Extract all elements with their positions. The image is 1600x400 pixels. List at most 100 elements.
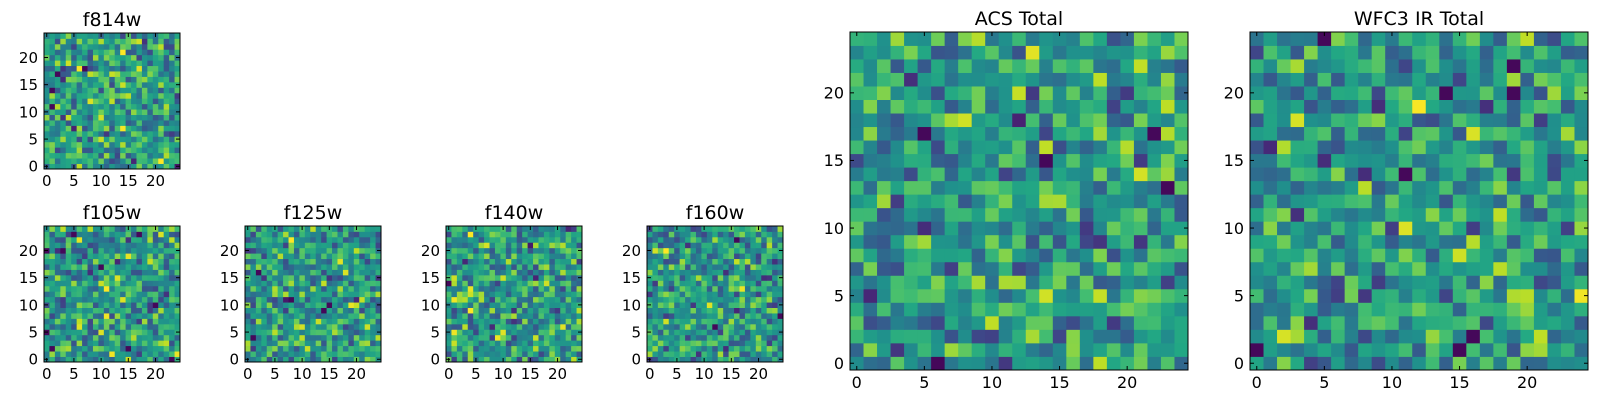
heatmap-cell [76,98,83,105]
heatmap-cell [1371,194,1386,209]
heatmap-cell [1439,302,1454,317]
heatmap-cell [54,231,61,238]
heatmap-cell [299,340,306,347]
heatmap-cell [998,59,1013,73]
heatmap-cell [772,334,778,341]
heatmap-cell [158,33,165,39]
heatmap-cell [998,302,1013,317]
heatmap-cell [321,313,327,319]
heatmap-cell [739,285,746,292]
heatmap-cell [49,291,56,298]
heatmap-cell [1398,194,1413,209]
heatmap-cell [533,258,539,265]
heatmap-cell [462,226,469,232]
heatmap-cell [931,113,946,128]
heatmap-cell [1066,45,1081,60]
heatmap-cell [1493,59,1508,73]
heatmap-cell [272,345,279,352]
heatmap-cell [272,242,279,249]
heatmap-cell [668,274,675,281]
heatmap-cell [958,315,973,330]
heatmap-cell [1506,32,1521,46]
heatmap-cell [478,351,485,357]
heatmap-cell [494,318,501,325]
heatmap-cell [576,340,583,347]
heatmap-cell [60,92,67,99]
heatmap-cell [717,226,724,232]
heatmap-cell [299,269,306,276]
heatmap-cell [850,248,864,263]
heatmap-cell [706,302,713,308]
heatmap-cell [103,141,110,148]
x-tick-label: 15 [521,365,540,383]
heatmap-cell [1493,302,1508,317]
heatmap-cell [109,329,116,336]
heatmap-cell [1331,342,1346,357]
heatmap-cell [863,302,878,317]
heatmap-cell [538,247,545,254]
heatmap-cell [723,236,729,243]
heatmap-cell [103,356,110,363]
heatmap-cell [739,302,746,308]
heatmap-cell [141,33,148,39]
heatmap-cell [998,167,1013,182]
heatmap-cell [120,258,126,265]
heatmap-cell [451,226,458,232]
heatmap-cell [647,323,653,330]
heatmap-cell [337,345,344,352]
heatmap-cell [761,313,768,319]
heatmap-cell [54,114,61,121]
heatmap-cell [533,307,539,314]
heatmap-cell [500,340,507,347]
heatmap-cell [109,236,116,243]
heatmap-cell [971,302,986,317]
heatmap-cell [772,329,778,336]
heatmap-cell [348,264,355,270]
heatmap-cell [375,296,382,303]
heatmap-cell [998,207,1013,222]
heatmap-cell [310,226,317,232]
heatmap-cell [332,242,338,249]
heatmap-cell [679,351,686,357]
heatmap-cell [1012,167,1027,182]
heatmap-cell [657,351,664,357]
heatmap-cell [1250,86,1264,100]
heatmap-cell [850,72,864,87]
heatmap-cell [1263,140,1278,155]
heatmap-cell [772,296,778,303]
heatmap-cell [1344,167,1359,182]
heatmap-cell [1574,207,1589,222]
heatmap-cell [1147,207,1162,222]
heatmap-cell [647,258,653,265]
heatmap-cell [931,207,946,222]
heatmap-cell [1547,234,1562,249]
heatmap-cell [533,236,539,243]
heatmap-cell [505,269,512,276]
heatmap-cell [1250,180,1264,195]
heatmap-cell [739,231,746,238]
heatmap-cell [283,264,289,270]
heatmap-cell [543,242,550,249]
heatmap-cell [850,329,864,344]
heatmap-cell [527,334,534,341]
heatmap-cell [1066,167,1081,182]
heatmap-cell [877,153,891,168]
heatmap-cell [375,291,382,298]
heatmap-cell [353,264,360,270]
x-tick-label: 5 [672,365,682,383]
heatmap-cell [1174,288,1189,303]
heatmap-cell [554,280,561,287]
axes-frame [445,225,583,363]
heatmap-cell [473,351,480,357]
heatmap-cell [250,253,257,260]
heatmap-cell [1147,180,1162,195]
heatmap-cell [120,98,126,105]
heatmap-cell [750,242,757,249]
heatmap-cell [565,258,572,265]
heatmap-cell [353,247,360,254]
heatmap-cell [169,163,175,170]
heatmap-cell [917,126,932,141]
heatmap-cell [1160,86,1175,100]
heatmap-cell [141,264,148,270]
